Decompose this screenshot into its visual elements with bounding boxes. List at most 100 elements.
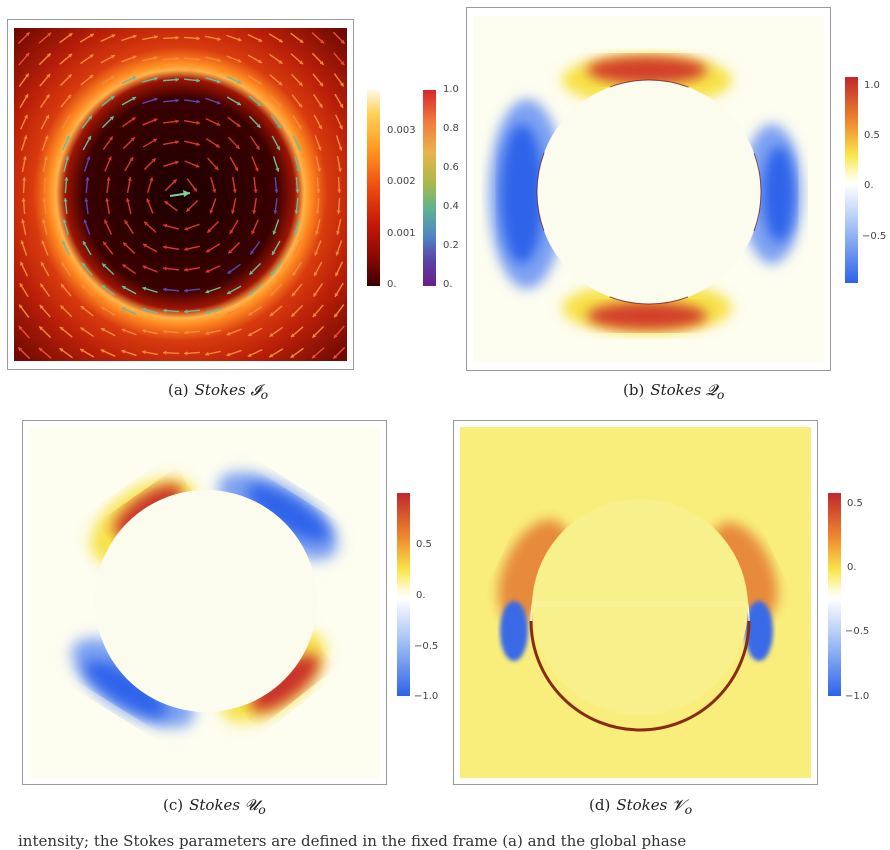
- polarization-arrow: [248, 262, 262, 276]
- polarization-arrow: [142, 138, 158, 148]
- polarization-arrow: [336, 219, 342, 235]
- polarization-arrow: [121, 55, 137, 63]
- polarization-arrow: [251, 219, 259, 235]
- polarization-arrow: [80, 53, 94, 65]
- polarization-arrow: [226, 96, 242, 106]
- polarization-arrow: [121, 307, 137, 315]
- polarization-arrow: [18, 52, 30, 66]
- polarization-arrow: [63, 197, 68, 215]
- polarization-arrow: [186, 178, 198, 192]
- u-tick-1: 0.5: [416, 539, 432, 550]
- polarization-arrow: [247, 327, 263, 337]
- polarization-arrow: [42, 156, 49, 172]
- polarization-arrow: [290, 304, 304, 318]
- polarization-arrow: [227, 116, 241, 128]
- stokes-i-plot: [7, 19, 354, 370]
- polarization-arrow: [164, 200, 178, 212]
- polarization-arrow: [268, 33, 284, 43]
- polarization-arrow: [40, 261, 50, 277]
- polarization-arrow: [293, 219, 300, 235]
- polarization-arrow: [101, 262, 115, 276]
- polarization-arrow: [294, 156, 301, 172]
- stokes-u-plot: [22, 420, 387, 785]
- polarization-arrow: [83, 219, 91, 235]
- polarization-arrow: [80, 74, 94, 86]
- polarization-arrow: [59, 73, 73, 87]
- polarization-arrow: [333, 304, 345, 318]
- polarization-arrow: [122, 241, 136, 255]
- polarization-arrow: [101, 284, 115, 296]
- polarization-arrow: [183, 57, 201, 62]
- polarization-arrow: [100, 54, 116, 64]
- polarization-arrow: [122, 136, 136, 150]
- intensity-tick-2: 0.002: [387, 176, 416, 187]
- polarization-arrow: [81, 262, 93, 276]
- polarization-arrow: [39, 283, 51, 297]
- polarization-arrow: [270, 262, 282, 276]
- polarization-arrow: [100, 34, 116, 42]
- polarization-arrow: [17, 346, 31, 360]
- polarization-arrow: [227, 241, 241, 255]
- polarization-arrow: [59, 53, 73, 65]
- polarization-arrow: [162, 98, 180, 103]
- polarization-arrow: [183, 288, 201, 293]
- polarization-arrow: [80, 305, 94, 317]
- polarization-arrow: [183, 330, 201, 335]
- polarization-arrow: [269, 283, 283, 297]
- u-colorbar: [397, 493, 410, 696]
- polarization-arrow: [84, 197, 89, 215]
- polarization-arrow: [162, 56, 180, 61]
- polarization-arrow: [121, 285, 137, 295]
- caption-a: (a) Stokes 𝓘o: [168, 381, 269, 402]
- polarization-arrow: [294, 197, 299, 215]
- polarization-arrow: [291, 94, 303, 108]
- polarization-arrow: [183, 78, 201, 83]
- polarization-arrow: [313, 114, 323, 130]
- polarization-arrow: [311, 32, 325, 44]
- polarization-arrow: [226, 34, 242, 42]
- polarization-arrow: [101, 95, 115, 107]
- polarization-arrow: [290, 53, 304, 65]
- polarization-arrow: [142, 55, 158, 62]
- polarization-arrow: [313, 261, 323, 277]
- polarization-arrow: [312, 283, 324, 297]
- polarization-tick-2: 0.8: [443, 123, 459, 134]
- polarization-arrow: [290, 347, 304, 359]
- polarization-arrow: [105, 197, 111, 215]
- polarization-arrow: [314, 219, 321, 235]
- polarization-arrow: [334, 93, 344, 109]
- polarization-arrow: [79, 348, 95, 358]
- polarization-arrow: [59, 32, 73, 44]
- polarization-arrow: [121, 34, 137, 42]
- polarization-arrow: [142, 35, 158, 41]
- polarization-arrow: [292, 261, 302, 277]
- polarization-arrow: [268, 348, 284, 358]
- polarization-arrow: [163, 160, 179, 167]
- polarization-arrow: [142, 350, 158, 356]
- polarization-arrow: [274, 176, 279, 194]
- polarization-arrow: [43, 176, 48, 194]
- polarization-arrow: [39, 94, 51, 108]
- polarization-arrow: [142, 118, 158, 126]
- polarization-arrow: [205, 243, 221, 253]
- v-tick-3: −0.5: [845, 626, 870, 637]
- polarization-arrow: [80, 94, 94, 108]
- polarization-arrow: [60, 283, 72, 297]
- polarization-arrow: [183, 267, 201, 272]
- polarization-arrow: [273, 197, 278, 215]
- polarization-arrow: [251, 156, 259, 172]
- polarization-arrow: [205, 329, 221, 336]
- polarization-arrow: [63, 156, 70, 172]
- polarization-arrow: [183, 119, 201, 125]
- polarization-arrow: [206, 220, 220, 234]
- polarization-arrow: [290, 326, 304, 338]
- polarization-arrow: [269, 326, 283, 338]
- polarization-arrow: [247, 306, 263, 316]
- polarization-arrow: [79, 326, 95, 338]
- polarization-arrow: [229, 156, 239, 172]
- polarization-arrow: [205, 35, 221, 41]
- polarization-arrow: [337, 176, 342, 194]
- polarization-arrow: [41, 240, 49, 256]
- q-tick-4: −0.5: [862, 231, 887, 242]
- polarization-arrow: [184, 245, 200, 252]
